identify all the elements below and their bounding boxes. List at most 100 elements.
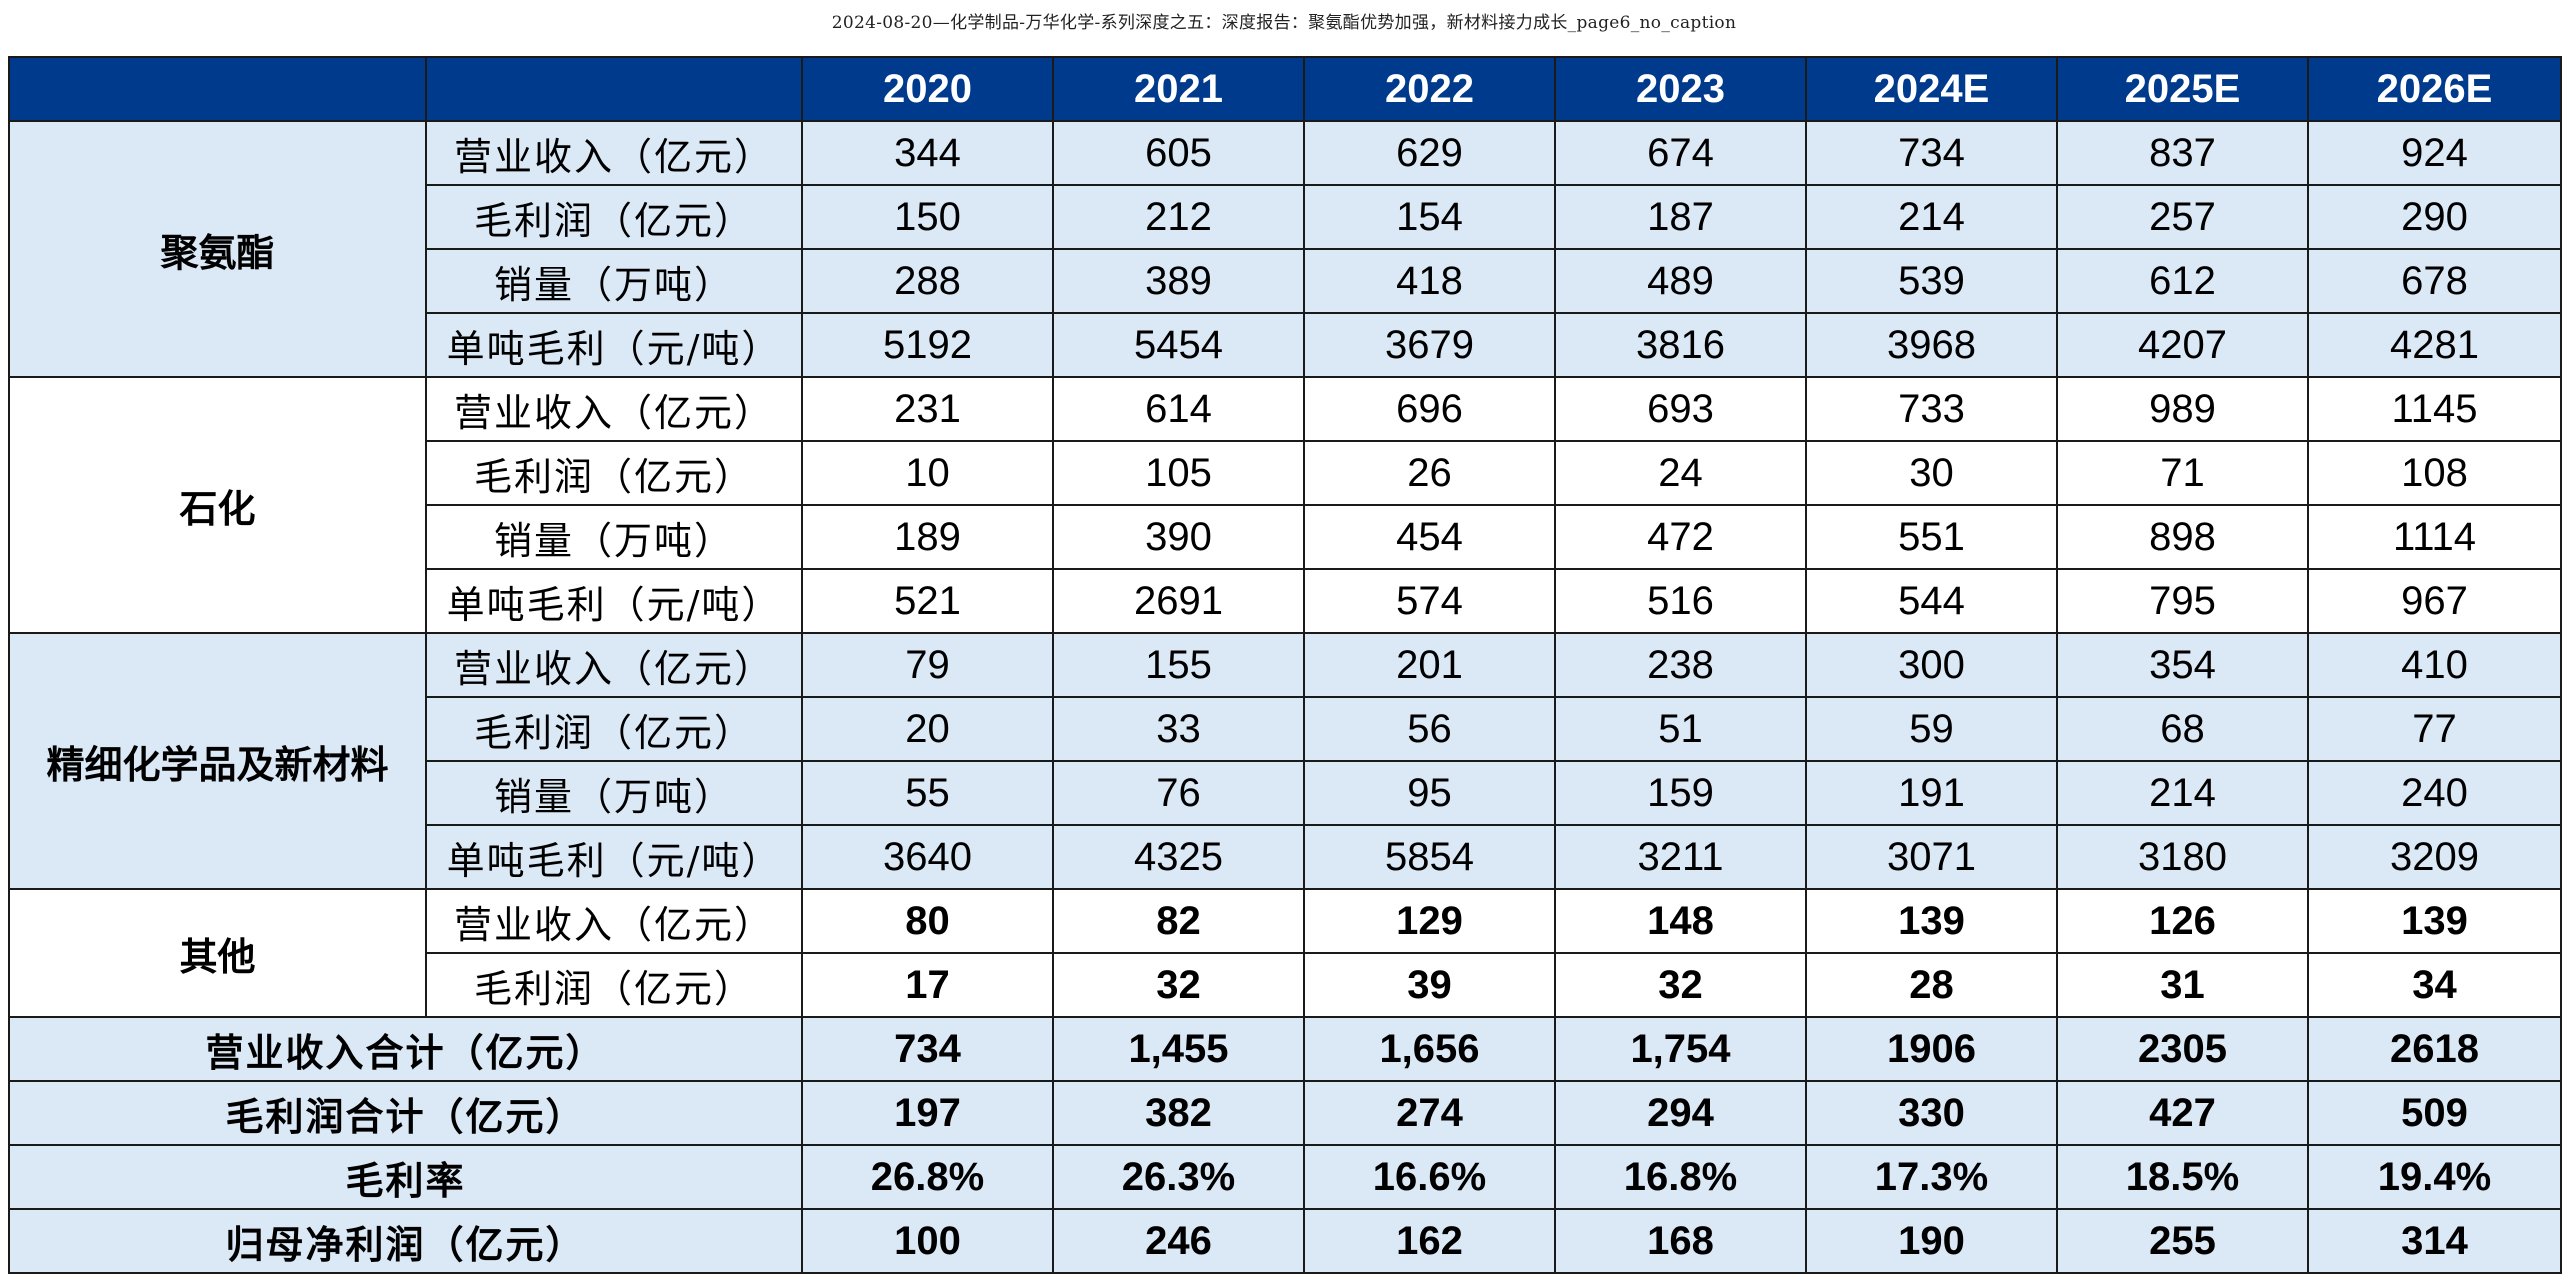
value-cell: 733 xyxy=(1805,376,2058,442)
value-cell: 159 xyxy=(1554,760,1807,826)
value-cell: 4325 xyxy=(1052,824,1305,890)
value-cell: 612 xyxy=(2056,248,2309,314)
value-cell: 95 xyxy=(1303,760,1556,826)
table-row: 销量（万吨） 288 389 418 489 539 612 678 xyxy=(9,248,2562,314)
metric-label: 毛利润（亿元） xyxy=(425,440,803,506)
value-cell: 238 xyxy=(1554,632,1807,698)
table-row: 单吨毛利（元/吨） 521 2691 574 516 544 795 967 xyxy=(9,568,2562,634)
value-cell: 126 xyxy=(2056,888,2309,954)
value-cell: 190 xyxy=(1805,1208,2058,1274)
value-cell: 454 xyxy=(1303,504,1556,570)
value-cell: 20 xyxy=(801,696,1054,762)
value-cell: 162 xyxy=(1303,1208,1556,1274)
value-cell: 59 xyxy=(1805,696,2058,762)
value-cell: 139 xyxy=(1805,888,2058,954)
value-cell: 71 xyxy=(2056,440,2309,506)
table-row: 销量（万吨） 189 390 454 472 551 898 1114 xyxy=(9,504,2562,570)
value-cell: 5454 xyxy=(1052,312,1305,378)
metric-label: 营业收入（亿元） xyxy=(425,376,803,442)
value-cell: 231 xyxy=(801,376,1054,442)
value-cell: 5854 xyxy=(1303,824,1556,890)
value-cell: 629 xyxy=(1303,120,1556,186)
value-cell: 290 xyxy=(2307,184,2562,250)
value-cell: 3180 xyxy=(2056,824,2309,890)
value-cell: 10 xyxy=(801,440,1054,506)
value-cell: 734 xyxy=(1805,120,2058,186)
value-cell: 28 xyxy=(1805,952,2058,1018)
year-header: 2020 xyxy=(801,56,1054,122)
table-row: 毛利润（亿元） 20 33 56 51 59 68 77 xyxy=(9,696,2562,762)
metric-label: 单吨毛利（元/吨） xyxy=(425,312,803,378)
value-cell: 1145 xyxy=(2307,376,2562,442)
value-cell: 32 xyxy=(1554,952,1807,1018)
total-label: 毛利率 xyxy=(8,1144,803,1210)
value-cell: 989 xyxy=(2056,376,2309,442)
value-cell: 214 xyxy=(1805,184,2058,250)
value-cell: 189 xyxy=(801,504,1054,570)
metric-label: 销量（万吨） xyxy=(425,760,803,826)
metric-label: 单吨毛利（元/吨） xyxy=(425,568,803,634)
value-cell: 257 xyxy=(2056,184,2309,250)
value-cell: 16.6% xyxy=(1303,1144,1556,1210)
value-cell: 168 xyxy=(1554,1208,1807,1274)
value-cell: 18.5% xyxy=(2056,1144,2309,1210)
metric-label: 毛利润（亿元） xyxy=(425,952,803,1018)
value-cell: 33 xyxy=(1052,696,1305,762)
value-cell: 288 xyxy=(801,248,1054,314)
value-cell: 108 xyxy=(2307,440,2562,506)
value-cell: 2618 xyxy=(2307,1016,2562,1082)
table-row: 单吨毛利（元/吨） 3640 4325 5854 3211 3071 3180 … xyxy=(9,824,2562,890)
value-cell: 330 xyxy=(1805,1080,2058,1146)
value-cell: 2305 xyxy=(2056,1016,2309,1082)
table-row: 精细化学品及新材料 营业收入（亿元） 79 155 201 238 300 35… xyxy=(8,632,2562,890)
value-cell: 924 xyxy=(2307,120,2562,186)
table-row: 其他 营业收入（亿元） 80 82 129 148 139 126 139 xyxy=(8,888,2562,1018)
total-label: 归母净利润（亿元） xyxy=(8,1208,803,1274)
table-row: 毛利润（亿元） 10 105 26 24 30 71 108 xyxy=(9,440,2562,506)
value-cell: 76 xyxy=(1052,760,1305,826)
year-header: 2021 xyxy=(1052,56,1305,122)
value-cell: 3679 xyxy=(1303,312,1556,378)
value-cell: 5192 xyxy=(801,312,1054,378)
table-row: 毛利润（亿元） 17 32 39 32 28 31 34 xyxy=(9,952,2562,1018)
total-row: 营业收入合计（亿元） 734 1,455 1,656 1,754 1906 23… xyxy=(8,1016,2562,1082)
financial-forecast-table: 2020 2021 2022 2023 2024E 2025E 2026E 聚氨… xyxy=(8,56,2562,1274)
value-cell: 294 xyxy=(1554,1080,1807,1146)
value-cell: 678 xyxy=(2307,248,2562,314)
value-cell: 795 xyxy=(2056,568,2309,634)
header-blank-cell xyxy=(425,56,803,122)
value-cell: 3816 xyxy=(1554,312,1807,378)
metric-label: 营业收入（亿元） xyxy=(425,120,803,186)
value-cell: 539 xyxy=(1805,248,2058,314)
table-row: 毛利润（亿元） 150 212 154 187 214 257 290 xyxy=(9,184,2562,250)
table-row: 单吨毛利（元/吨） 5192 5454 3679 3816 3968 4207 … xyxy=(9,312,2562,378)
value-cell: 139 xyxy=(2307,888,2562,954)
value-cell: 197 xyxy=(801,1080,1054,1146)
value-cell: 314 xyxy=(2307,1208,2562,1274)
table-row: 销量（万吨） 55 76 95 159 191 214 240 xyxy=(9,760,2562,826)
value-cell: 1906 xyxy=(1805,1016,2058,1082)
value-cell: 51 xyxy=(1554,696,1807,762)
value-cell: 1,455 xyxy=(1052,1016,1305,1082)
segment-label: 石化 xyxy=(8,376,427,634)
value-cell: 614 xyxy=(1052,376,1305,442)
value-cell: 1114 xyxy=(2307,504,2562,570)
value-cell: 129 xyxy=(1303,888,1556,954)
value-cell: 26 xyxy=(1303,440,1556,506)
value-cell: 390 xyxy=(1052,504,1305,570)
total-label: 营业收入合计（亿元） xyxy=(8,1016,803,1082)
value-cell: 1,754 xyxy=(1554,1016,1807,1082)
value-cell: 34 xyxy=(2307,952,2562,1018)
value-cell: 79 xyxy=(801,632,1054,698)
value-cell: 240 xyxy=(2307,760,2562,826)
value-cell: 201 xyxy=(1303,632,1556,698)
value-cell: 696 xyxy=(1303,376,1556,442)
value-cell: 1,656 xyxy=(1303,1016,1556,1082)
metric-label: 营业收入（亿元） xyxy=(425,632,803,698)
value-cell: 56 xyxy=(1303,696,1556,762)
value-cell: 427 xyxy=(2056,1080,2309,1146)
value-cell: 489 xyxy=(1554,248,1807,314)
value-cell: 551 xyxy=(1805,504,2058,570)
value-cell: 255 xyxy=(2056,1208,2309,1274)
value-cell: 17 xyxy=(801,952,1054,1018)
